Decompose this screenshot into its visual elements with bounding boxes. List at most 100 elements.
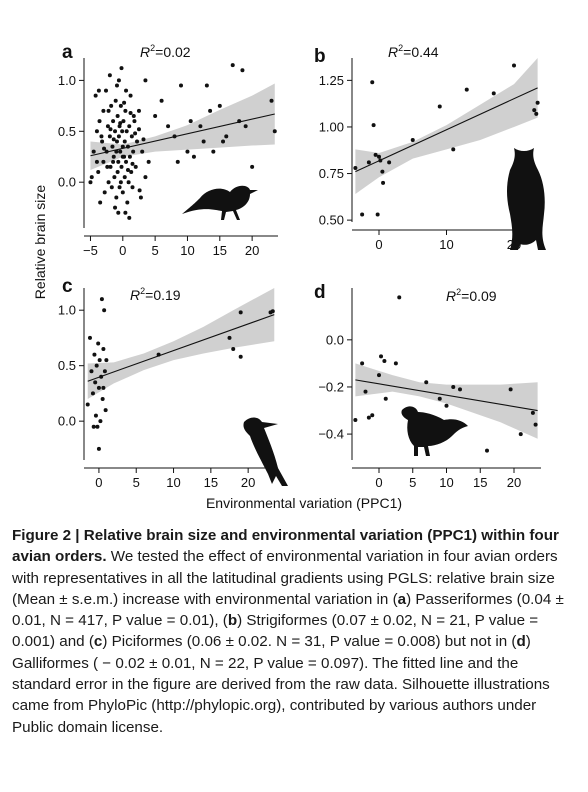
data-point bbox=[375, 212, 380, 217]
data-point bbox=[135, 139, 140, 144]
data-point bbox=[93, 413, 98, 418]
plot-area-c bbox=[85, 288, 275, 451]
data-point bbox=[92, 352, 97, 357]
data-point bbox=[131, 149, 136, 154]
r-squared-label: R2=0.02 bbox=[140, 43, 191, 60]
y-tick-label: 0.75 bbox=[319, 166, 344, 181]
data-point bbox=[397, 295, 402, 300]
standard-error-band bbox=[355, 58, 538, 195]
data-point bbox=[96, 385, 101, 390]
data-point bbox=[224, 134, 229, 139]
y-tick-label: 0.5 bbox=[58, 124, 76, 139]
data-point bbox=[118, 180, 123, 185]
y-tick-label: 0.0 bbox=[58, 175, 76, 190]
data-point bbox=[238, 310, 243, 315]
data-point bbox=[175, 159, 180, 164]
data-point bbox=[103, 88, 108, 93]
data-point bbox=[143, 78, 148, 83]
data-point bbox=[96, 88, 101, 93]
caption-body-3: ) Strigiformes (0.07 ± 0.02, N = 21, P v… bbox=[12, 612, 539, 651]
x-tick-label: 0 bbox=[375, 237, 382, 252]
data-point bbox=[387, 160, 392, 165]
figure-panels: 0.00.51.0−5 0 5 10 15 20a R2=0.020.500.751.001… bbox=[32, 42, 546, 511]
data-point bbox=[125, 200, 130, 205]
woodpecker-silhouette bbox=[243, 417, 288, 486]
data-point bbox=[129, 170, 134, 175]
data-point bbox=[208, 108, 213, 113]
data-point bbox=[120, 154, 125, 159]
data-point bbox=[128, 110, 133, 115]
data-point bbox=[122, 175, 127, 180]
data-point bbox=[110, 144, 115, 149]
data-point bbox=[533, 422, 538, 427]
data-point bbox=[360, 361, 365, 366]
owl-silhouette bbox=[507, 148, 546, 250]
data-point bbox=[118, 103, 123, 108]
data-point bbox=[96, 170, 101, 175]
data-point bbox=[204, 83, 209, 88]
data-point bbox=[101, 108, 106, 113]
x-tick-label: 5 bbox=[409, 475, 416, 490]
data-point bbox=[451, 384, 456, 389]
data-point bbox=[153, 114, 158, 119]
data-point bbox=[120, 190, 125, 195]
data-point bbox=[98, 200, 103, 205]
data-point bbox=[366, 415, 371, 420]
data-point bbox=[530, 410, 535, 415]
data-point bbox=[116, 210, 121, 215]
data-point bbox=[117, 185, 122, 190]
data-point bbox=[127, 124, 132, 129]
data-point bbox=[382, 359, 387, 364]
data-point bbox=[491, 91, 496, 96]
plot-area-a bbox=[88, 63, 277, 220]
data-point bbox=[393, 361, 398, 366]
data-point bbox=[125, 167, 130, 172]
data-point bbox=[373, 152, 378, 157]
data-point bbox=[535, 100, 540, 105]
plot-area-b bbox=[353, 58, 540, 217]
data-point bbox=[240, 68, 245, 73]
data-point bbox=[101, 347, 106, 352]
r-squared-label: R2=0.19 bbox=[130, 286, 181, 303]
data-point bbox=[123, 210, 128, 215]
data-point bbox=[94, 159, 99, 164]
y-tick-label: 1.00 bbox=[319, 119, 344, 134]
data-point bbox=[89, 175, 94, 180]
data-point bbox=[118, 121, 123, 126]
data-point bbox=[188, 119, 193, 124]
data-point bbox=[221, 139, 226, 144]
data-point bbox=[127, 215, 132, 220]
data-point bbox=[243, 124, 248, 129]
data-point bbox=[101, 159, 106, 164]
x-tick-label: 20 bbox=[245, 243, 259, 258]
data-point bbox=[85, 402, 90, 407]
data-point bbox=[159, 98, 164, 103]
data-point bbox=[113, 98, 118, 103]
data-point bbox=[94, 363, 99, 368]
standard-error-band bbox=[87, 288, 275, 399]
data-point bbox=[94, 129, 99, 134]
data-point bbox=[377, 373, 381, 378]
data-point bbox=[119, 66, 124, 71]
data-point bbox=[131, 114, 136, 119]
data-point bbox=[128, 93, 133, 98]
y-tick-label: 1.25 bbox=[319, 73, 344, 88]
data-point bbox=[123, 108, 128, 113]
standard-error-band bbox=[355, 363, 538, 439]
data-point bbox=[377, 154, 381, 159]
data-point bbox=[140, 149, 145, 154]
data-point bbox=[366, 160, 371, 165]
data-point bbox=[111, 137, 116, 142]
y-tick-label: 0.0 bbox=[326, 332, 344, 347]
data-point bbox=[111, 154, 116, 159]
x-tick-label: 10 bbox=[180, 243, 194, 258]
x-tick-label: 20 bbox=[241, 475, 255, 490]
fitted-line bbox=[355, 87, 538, 173]
x-axis-title: Environmental variation (PPC1) bbox=[206, 495, 402, 511]
data-point bbox=[91, 149, 96, 154]
y-tick-label: 0.50 bbox=[319, 213, 344, 228]
data-point bbox=[113, 129, 118, 134]
caption-ref-d: d bbox=[516, 633, 526, 651]
data-point bbox=[124, 129, 129, 134]
panel-c: 0.0 0.5 1.0 0 5 10 15 20 c R2=0.19 bbox=[58, 276, 288, 490]
